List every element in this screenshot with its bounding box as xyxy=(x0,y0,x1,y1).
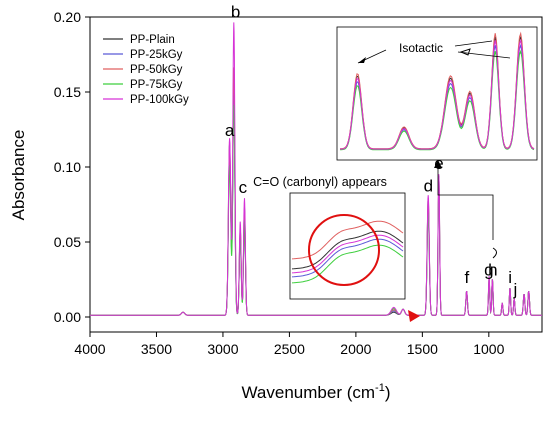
x-tick-label: 1500 xyxy=(407,341,438,357)
peak-label: f xyxy=(465,268,470,287)
plot-frame xyxy=(89,16,543,333)
isotactic-inset: Isotactic xyxy=(336,26,538,259)
peak-label: j xyxy=(513,280,518,299)
x-tick-label: 1000 xyxy=(473,341,504,357)
x-tick-label: 2500 xyxy=(274,341,305,357)
x-tick-label: 3500 xyxy=(141,341,172,357)
x-tick-label: 2000 xyxy=(340,341,371,357)
peak-label: c xyxy=(239,178,248,197)
inset-series-line xyxy=(291,234,404,274)
peak-label: b xyxy=(231,3,240,22)
inset-series-line xyxy=(291,244,404,284)
legend-entry: PP-100kGy xyxy=(130,94,189,106)
inset-series-line xyxy=(291,220,404,260)
peak-label: d xyxy=(424,177,433,196)
carbonyl-annotation: C=O (carbonyl) appears xyxy=(253,175,387,189)
series-line xyxy=(90,22,542,316)
y-axis-title: Absorbance xyxy=(9,130,28,221)
series-line xyxy=(90,97,542,316)
isotactic-arrowhead-left xyxy=(358,57,366,63)
carbonyl-highlight-circle xyxy=(308,214,380,286)
legend-entry: PP-Plain xyxy=(130,34,175,46)
y-tick-label: 0.00 xyxy=(54,309,81,325)
gh-bracket xyxy=(492,247,497,259)
iso-series-line xyxy=(340,38,535,150)
iso-series-line xyxy=(339,49,535,151)
y-tick-label: 0.15 xyxy=(54,84,81,100)
carbonyl-inset: C=O (carbonyl) appears xyxy=(253,175,420,322)
x-tick-label: 4000 xyxy=(74,341,105,357)
isotactic-inset-frame xyxy=(336,26,538,161)
peak-label: i xyxy=(508,268,512,287)
y-tick-label: 0.05 xyxy=(54,234,81,250)
isotactic-arrowhead-right xyxy=(459,48,471,56)
carbonyl-pointer-arrow xyxy=(408,310,420,322)
series-line xyxy=(90,89,542,316)
inset-series-line xyxy=(291,230,404,270)
isotactic-arrow-right2 xyxy=(457,51,511,59)
legend-entry: PP-75kGy xyxy=(130,79,183,91)
inset-connector xyxy=(437,160,494,240)
peak-label: g xyxy=(484,261,493,280)
peak-label: h xyxy=(488,261,497,280)
legend-entry: PP-25kGy xyxy=(130,49,183,61)
isotactic-arrow-right1 xyxy=(454,40,493,47)
inset-series-line xyxy=(291,238,404,278)
x-tick-label: 3000 xyxy=(207,341,238,357)
peak-label: a xyxy=(225,121,235,140)
y-tick-label: 0.20 xyxy=(54,9,81,25)
inset-connector-arrowhead xyxy=(434,160,442,168)
iso-series-line xyxy=(340,43,535,150)
legend-entry: PP-50kGy xyxy=(130,64,183,76)
legend: PP-Plain PP-25kGy PP-50kGy PP-75kGy PP-100kG… xyxy=(103,34,189,106)
carbonyl-inset-frame xyxy=(289,192,406,300)
series-line xyxy=(90,104,542,316)
y-tick-label: 0.10 xyxy=(54,159,81,175)
x-axis-title: Wavenumber (cm-1) xyxy=(242,382,391,402)
isotactic-annotation: Isotactic xyxy=(399,41,443,55)
